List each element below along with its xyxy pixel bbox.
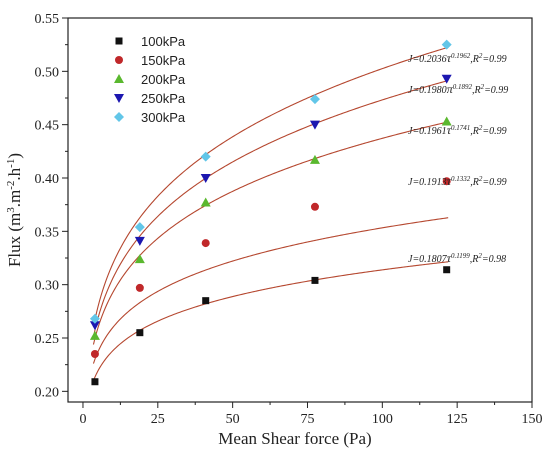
data-point-200kPa bbox=[441, 116, 452, 126]
legend-label-250kPa: 250kPa bbox=[141, 91, 186, 106]
legend-label-300kPa: 300kPa bbox=[141, 110, 186, 125]
y-tick-label: 0.25 bbox=[35, 332, 60, 347]
fit-curve-200kPa bbox=[92, 121, 449, 345]
data-point-150kPa bbox=[310, 202, 319, 211]
y-tick-label: 0.55 bbox=[35, 12, 60, 27]
data-point-300kPa bbox=[200, 151, 211, 162]
fit-equation-300kPa: J=0.2036τ0.1962,R2=0.99 bbox=[408, 51, 507, 65]
data-point-200kPa bbox=[134, 254, 145, 264]
data-point-300kPa bbox=[441, 39, 452, 50]
fit-equation-150kPa: J=0.1913τ0.1332,R2=0.99 bbox=[408, 174, 507, 188]
data-point-300kPa bbox=[134, 222, 145, 233]
legend-label-150kPa: 150kPa bbox=[141, 53, 186, 68]
x-tick-label: 25 bbox=[151, 412, 165, 427]
legend-label-200kPa: 200kPa bbox=[141, 72, 186, 87]
y-tick-label: 0.50 bbox=[35, 65, 60, 80]
fit-curve-300kPa bbox=[92, 46, 449, 328]
fit-curve-250kPa bbox=[92, 80, 449, 338]
data-point-100kPa bbox=[136, 329, 144, 337]
fit-curve-150kPa bbox=[92, 217, 449, 364]
legend-marker-250kPa bbox=[114, 94, 124, 103]
data-point-150kPa bbox=[90, 350, 99, 358]
legend-marker-150kPa bbox=[115, 56, 123, 64]
fit-curve-100kPa bbox=[92, 261, 449, 381]
legend-marker-100kPa bbox=[115, 37, 123, 45]
data-point-250kPa bbox=[441, 74, 452, 84]
y-tick-label: 0.30 bbox=[35, 279, 60, 294]
fit-equation-200kPa: J=0.1961τ0.1741,R2=0.99 bbox=[408, 123, 507, 137]
fit-equation-100kPa: J=0.1807τ0.1199,R2=0.98 bbox=[408, 251, 506, 265]
y-tick-label: 0.45 bbox=[35, 119, 60, 134]
x-tick-label: 150 bbox=[522, 412, 543, 427]
data-point-250kPa bbox=[309, 120, 320, 130]
data-point-200kPa bbox=[200, 197, 211, 207]
x-axis-title: Mean Shear force (Pa) bbox=[218, 429, 371, 448]
data-point-150kPa bbox=[201, 239, 210, 248]
legend-marker-200kPa bbox=[114, 74, 124, 83]
y-tick-label: 0.20 bbox=[35, 385, 60, 400]
x-tick-label: 0 bbox=[79, 412, 86, 427]
data-point-250kPa bbox=[134, 236, 145, 246]
fit-equation-250kPa: J=0.1980π0.1892,R2=0.99 bbox=[408, 82, 508, 96]
data-point-100kPa bbox=[443, 266, 451, 274]
data-point-300kPa bbox=[309, 94, 320, 105]
data-point-250kPa bbox=[200, 174, 211, 183]
plot-frame bbox=[67, 17, 533, 403]
data-point-100kPa bbox=[91, 378, 99, 386]
y-tick-label: 0.35 bbox=[35, 225, 60, 240]
data-point-200kPa bbox=[309, 154, 320, 164]
data-point-150kPa bbox=[442, 177, 451, 186]
data-point-250kPa bbox=[89, 321, 100, 331]
legend-marker-300kPa bbox=[114, 112, 124, 122]
data-point-100kPa bbox=[311, 276, 319, 284]
data-point-200kPa bbox=[89, 330, 100, 340]
x-tick-label: 125 bbox=[447, 412, 468, 427]
data-point-100kPa bbox=[202, 297, 210, 305]
y-tick-label: 0.40 bbox=[35, 172, 60, 187]
x-tick-label: 50 bbox=[226, 412, 240, 427]
data-point-150kPa bbox=[135, 283, 144, 292]
data-point-300kPa bbox=[89, 313, 100, 324]
legend-label-100kPa: 100kPa bbox=[141, 34, 186, 49]
x-tick-label: 100 bbox=[372, 412, 393, 427]
x-tick-label: 75 bbox=[300, 412, 314, 427]
y-axis-title: Flux (m3.m-2.h-1) bbox=[5, 153, 24, 267]
